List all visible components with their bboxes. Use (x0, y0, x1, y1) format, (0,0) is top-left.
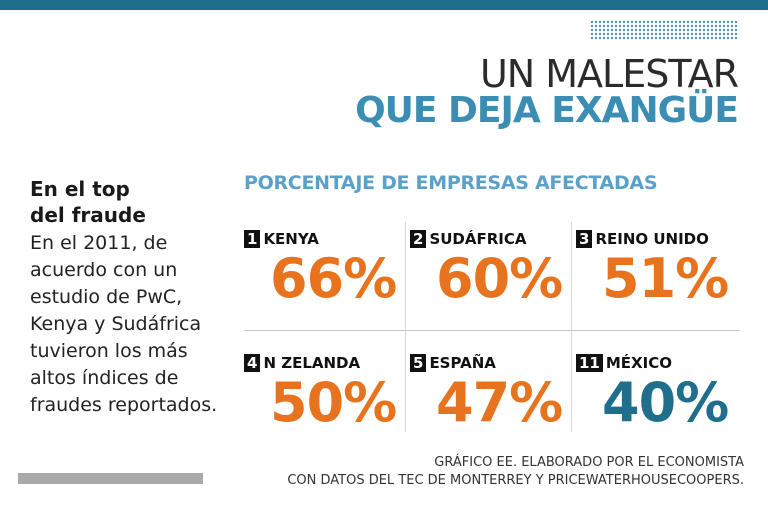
country-label: SUDÁFRICA (429, 229, 527, 248)
footer-gray-bar (18, 473, 203, 484)
percentage-value: 51% (602, 246, 729, 310)
grid-divider-vertical-2 (571, 222, 572, 432)
title-line-2: QUE DEJA EXANGÜE (355, 90, 739, 131)
country-label: N ZELANDA (263, 353, 361, 372)
percentage-value: 60% (436, 246, 563, 310)
chart-cell: 1 KENYA 66% (244, 228, 404, 328)
chart-cell: 2 SUDÁFRICA 60% (410, 228, 570, 328)
chart-cell: 5 ESPAÑA 47% (410, 352, 570, 452)
sidebar-body-text: En el 2011, de acuerdo con un estudio de… (30, 232, 218, 416)
sidebar-heading-line-2: del fraude (30, 203, 146, 227)
percentage-value: 50% (270, 370, 397, 434)
country-label: KENYA (263, 229, 319, 248)
chart-title: PORCENTAJE DE EMPRESAS AFECTADAS (244, 172, 658, 194)
footer-credit-line-1: GRÁFICO EE. ELABORADO POR EL ECONOMISTA (434, 455, 744, 470)
rank-badge: 3 (576, 229, 593, 248)
country-label: REINO UNIDO (595, 229, 709, 248)
top-accent-bar (0, 0, 768, 10)
percentage-value: 40% (602, 370, 729, 434)
chart-cell: 11 MÉXICO 40% (576, 352, 736, 452)
footer-credit-line-2: CON DATOS DEL TEC DE MONTERREY Y PRICEWA… (287, 473, 744, 488)
percentage-value: 66% (270, 246, 397, 310)
footer-credit: GRÁFICO EE. ELABORADO POR EL ECONOMISTA … (287, 454, 744, 490)
sidebar-heading-line-1: En el top (30, 177, 130, 201)
grid-divider-horizontal (244, 330, 740, 331)
rank-badge: 5 (410, 353, 427, 372)
sidebar-heading: En el top del fraude (30, 176, 230, 228)
title-line-1: UN MALESTAR (479, 52, 739, 96)
grid-divider-vertical-1 (405, 222, 406, 432)
country-label: MÉXICO (605, 353, 672, 372)
country-label: ESPAÑA (429, 353, 496, 372)
rank-badge: 2 (410, 229, 427, 248)
chart-cell: 3 REINO UNIDO 51% (576, 228, 736, 328)
rank-badge: 11 (576, 353, 603, 372)
dot-pattern-decoration (590, 20, 738, 40)
rank-badge: 1 (244, 229, 261, 248)
percentage-value: 47% (436, 370, 563, 434)
rank-badge: 4 (244, 353, 261, 372)
